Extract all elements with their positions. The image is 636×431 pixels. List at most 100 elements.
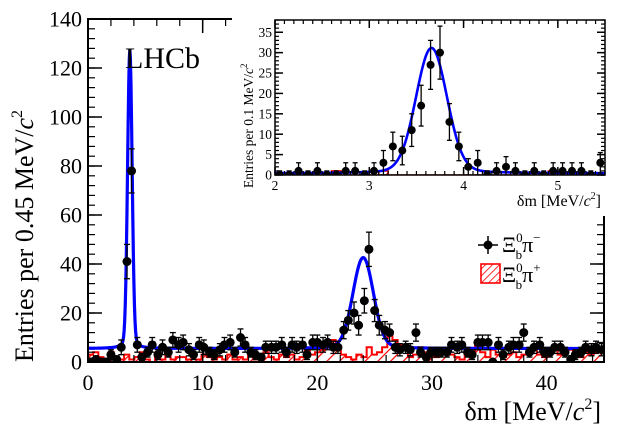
data-marker	[483, 337, 493, 347]
data-points-group	[88, 148, 604, 362]
data-point	[398, 135, 407, 166]
data-point	[388, 131, 397, 162]
y-tick-label: 20	[60, 300, 82, 325]
data-marker	[230, 347, 240, 357]
data-marker	[333, 342, 343, 352]
data-point	[530, 162, 539, 175]
data-point	[519, 323, 529, 342]
data-point	[417, 84, 426, 127]
data-point	[322, 170, 331, 175]
y-tick-label: 120	[49, 55, 82, 80]
legend-label-xib-pi-plus: Ξ0 bπ+	[502, 260, 541, 292]
data-marker	[116, 342, 126, 352]
inset-data-points-group	[275, 25, 605, 175]
y-tick-label: 40	[60, 251, 82, 276]
data-point	[379, 149, 388, 175]
legend: Ξ0 bπ− Ξ0 bπ+	[478, 230, 541, 292]
x-tick-label: 10	[192, 370, 214, 395]
data-point	[332, 170, 341, 175]
x-tick-label: 5	[554, 178, 561, 193]
data-point	[568, 162, 576, 175]
main-y-axis-label: Entries per 0.45 MeV/c2	[9, 110, 39, 362]
data-point	[359, 287, 369, 314]
inset-y-axis-ticks: 0 5 10 15 20 25 30 35	[259, 19, 605, 183]
data-marker	[332, 171, 341, 175]
data-point	[502, 155, 510, 175]
data-marker	[405, 345, 415, 355]
data-point	[494, 336, 504, 353]
data-point	[302, 349, 312, 361]
data-point	[285, 170, 294, 175]
lhcb-label: LHCb	[125, 42, 200, 75]
data-marker	[502, 162, 510, 171]
data-marker	[445, 117, 454, 126]
data-marker	[519, 328, 529, 338]
data-marker	[127, 166, 137, 176]
data-marker	[178, 337, 188, 347]
data-point	[112, 355, 122, 362]
inset-background	[232, 14, 612, 216]
data-point	[586, 170, 595, 175]
data-point	[354, 314, 364, 336]
data-marker	[240, 340, 250, 350]
data-marker	[225, 337, 235, 347]
data-point	[236, 328, 246, 347]
data-marker	[473, 158, 482, 167]
data-marker	[294, 166, 303, 175]
x-axis-ticks: 0 10 20 30 40	[83, 19, 594, 395]
data-marker	[360, 171, 369, 175]
data-point	[147, 336, 157, 353]
data-point	[596, 151, 605, 174]
legend-label-xib-pi-minus: Ξ0 bπ−	[502, 230, 541, 262]
data-marker	[322, 171, 331, 175]
x-tick-label: 40	[536, 370, 558, 395]
data-marker	[370, 306, 380, 316]
data-point	[577, 162, 586, 175]
x-tick-label: 4	[460, 178, 467, 193]
data-marker	[388, 142, 397, 151]
data-marker	[297, 340, 307, 350]
data-marker	[586, 171, 595, 175]
data-marker	[539, 171, 548, 175]
data-marker	[275, 171, 284, 175]
data-point	[436, 25, 444, 80]
data-marker	[467, 350, 477, 360]
data-point	[549, 162, 558, 175]
main-x-axis-label: δm [MeV/c2]	[464, 396, 601, 426]
data-marker	[112, 355, 122, 362]
y-tick-label: 20	[259, 86, 273, 101]
data-marker	[343, 315, 353, 325]
data-point	[333, 340, 343, 355]
data-point	[483, 170, 492, 175]
data-point	[411, 323, 421, 342]
data-marker	[302, 350, 312, 360]
data-marker	[530, 166, 539, 175]
data-point	[364, 231, 374, 268]
data-marker	[560, 347, 570, 357]
data-point	[351, 162, 360, 175]
data-marker	[364, 244, 374, 254]
data-point	[370, 162, 378, 175]
data-point	[473, 149, 482, 175]
data-marker	[436, 48, 444, 57]
data-marker	[285, 171, 294, 175]
data-point	[313, 162, 322, 175]
data-point	[560, 346, 570, 358]
data-point	[122, 243, 132, 280]
data-marker	[341, 166, 350, 175]
data-marker	[101, 357, 111, 362]
data-marker	[385, 328, 395, 338]
y-tick-label: 10	[259, 127, 273, 142]
data-point	[464, 158, 473, 175]
data-marker	[132, 340, 142, 350]
data-marker	[411, 328, 421, 338]
data-marker	[122, 257, 132, 267]
data-point	[343, 309, 353, 331]
data-marker	[596, 158, 605, 167]
data-point	[520, 170, 529, 175]
inset-x-axis-label: δm [MeV/c2]	[517, 191, 601, 210]
data-point	[457, 336, 467, 353]
data-point	[127, 148, 137, 194]
data-point	[407, 113, 416, 148]
